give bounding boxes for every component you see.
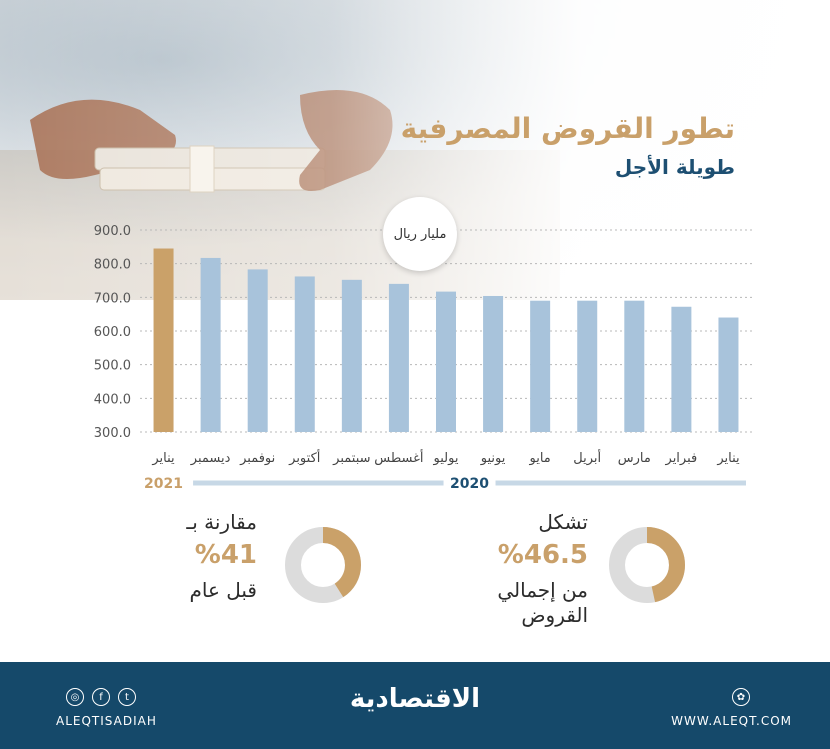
instagram-icon[interactable]: ◎ [66, 688, 84, 706]
x-tick-label: فبراير [665, 451, 698, 466]
growth-donut-fill [285, 527, 361, 603]
share-value: %46.5 [497, 540, 588, 570]
unit-label: مليار ريال [393, 226, 447, 242]
x-tick-label: يوليو [433, 451, 459, 466]
x-tick-label: ديسمبر [190, 451, 231, 466]
x-tick-label: مارس [618, 451, 651, 466]
x-tick-label: نوفمبر [239, 451, 275, 466]
x-tick-label: أكتوبر [288, 449, 320, 466]
bar-chart: 300.0 400.0 500.0 600.0 700.0 800.0 900.0 يناير… [94, 224, 752, 492]
share-label: تشكل [538, 510, 588, 534]
y-tick-label: 900.0 [94, 224, 131, 239]
twitter-icon[interactable]: t [118, 688, 136, 706]
bar [671, 306, 692, 432]
chart-title: تطور القروض المصرفية [400, 112, 735, 145]
share-donut [609, 527, 685, 603]
x-tick-label: أبريل [573, 449, 601, 466]
year-label: 2021 [144, 476, 183, 492]
y-tick-label: 400.0 [94, 392, 131, 407]
growth-donut [285, 527, 361, 603]
y-tick-label: 700.0 [94, 291, 131, 306]
x-tick-label: سبتمبر [332, 451, 370, 466]
y-tick-label: 300.0 [94, 426, 131, 441]
year-label: 2020 [450, 476, 489, 492]
bar [530, 300, 551, 432]
growth-value: %41 [194, 540, 257, 570]
brand-logo: الاقتصادية [349, 684, 481, 714]
bar [624, 300, 645, 432]
bar [341, 279, 362, 432]
share-note-line2: القروض [521, 603, 588, 627]
share-donut-fill [609, 527, 685, 603]
growth-label: مقارنة بـ [186, 510, 257, 534]
website-link[interactable]: WWW.ALEQT.COM [671, 714, 792, 728]
bar [200, 257, 221, 432]
x-tick-label: يناير [716, 451, 740, 466]
x-tick-label: أغسطس [374, 449, 423, 466]
y-tick-label: 800.0 [94, 258, 131, 273]
share-note-line1: من إجمالي [497, 578, 588, 602]
chart-subtitle: طويلة الأجل [614, 155, 735, 179]
growth-note: قبل عام [189, 578, 257, 602]
x-tick-label: يونيو [480, 451, 506, 466]
x-tick-label: مايو [529, 451, 551, 466]
facebook-icon[interactable]: f [92, 688, 110, 706]
bar [247, 269, 268, 432]
y-tick-label: 600.0 [94, 325, 131, 340]
y-tick-label: 500.0 [94, 359, 131, 374]
bar [436, 291, 456, 432]
footer: ◎ f t ALEQTISADIAH الاقتصادية ✿ WWW.ALEQ… [0, 662, 830, 749]
bar [483, 295, 504, 432]
bar [153, 248, 174, 432]
bar [294, 276, 315, 432]
bar [718, 317, 739, 432]
social-handle[interactable]: ALEQTISADIAH [56, 714, 157, 728]
unit-badge: مليار ريال [383, 197, 457, 271]
bar [577, 300, 598, 432]
x-tick-label: يناير [151, 451, 175, 466]
bar [388, 283, 409, 432]
globe-icon[interactable]: ✿ [732, 688, 750, 706]
